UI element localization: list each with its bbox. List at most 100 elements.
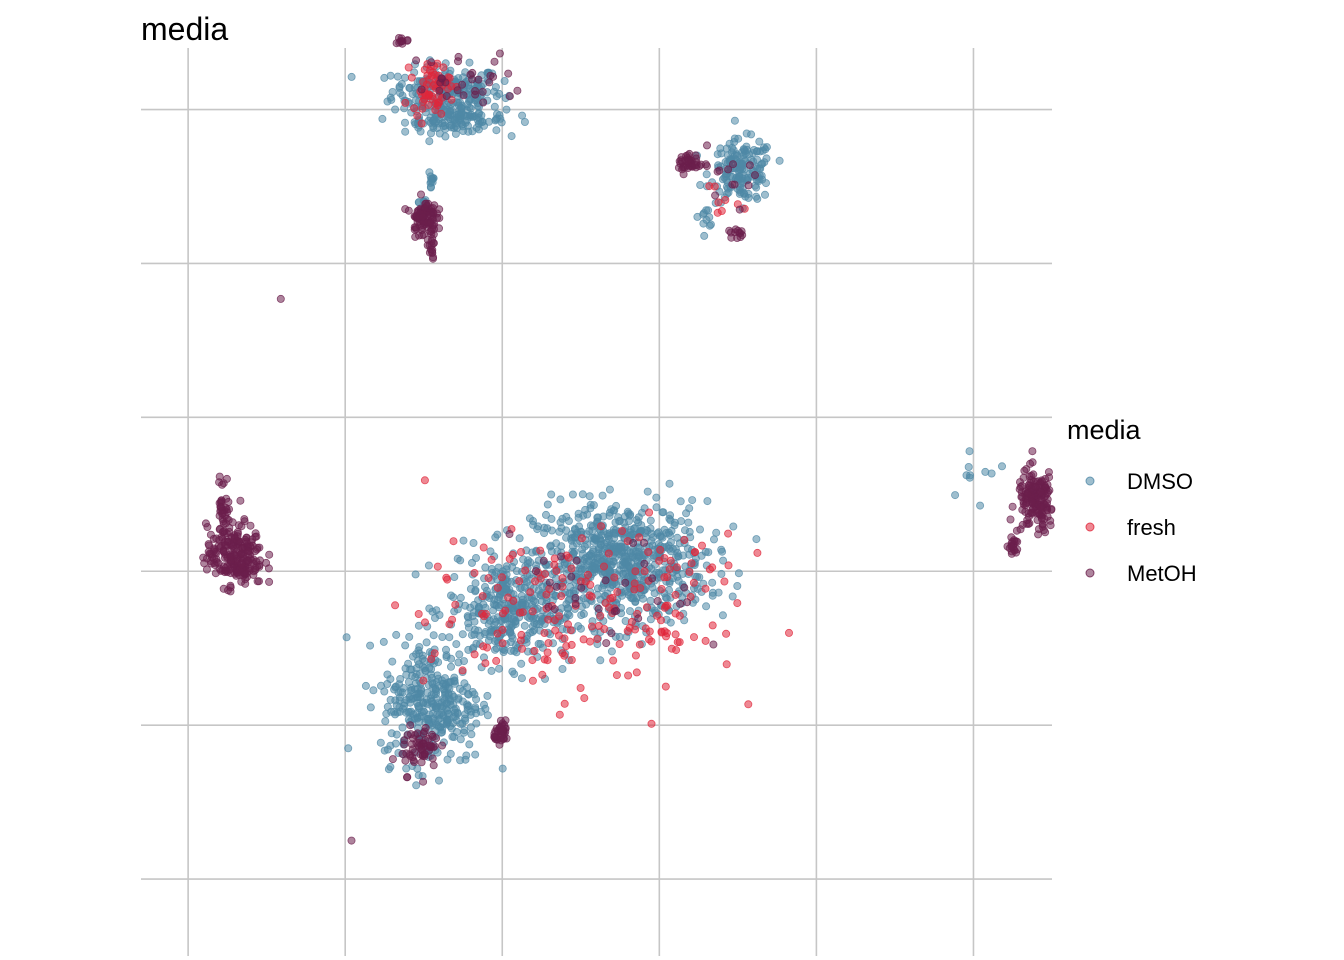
point-dmso	[615, 516, 624, 525]
point-dmso	[402, 696, 411, 705]
point-dmso	[585, 492, 594, 501]
point-dmso	[517, 583, 526, 592]
point-metoh	[262, 558, 271, 567]
point-dmso	[987, 469, 996, 478]
point-fresh	[526, 588, 535, 597]
point-metoh	[478, 87, 487, 96]
point-fresh	[442, 573, 451, 582]
point-metoh	[200, 559, 209, 568]
point-metoh	[735, 205, 744, 214]
point-metoh	[653, 597, 662, 606]
point-fresh	[636, 584, 645, 593]
point-fresh	[615, 640, 624, 649]
legend-key-metoh	[1085, 568, 1095, 578]
point-dmso	[760, 158, 769, 167]
point-fresh	[544, 615, 553, 624]
point-dmso	[425, 604, 434, 613]
point-dmso	[404, 678, 413, 687]
point-fresh	[567, 656, 576, 665]
point-fresh	[576, 684, 585, 693]
point-dmso	[693, 212, 702, 221]
point-dmso	[486, 627, 495, 636]
point-dmso	[400, 118, 409, 127]
point-metoh	[409, 756, 418, 765]
point-metoh	[402, 773, 411, 782]
point-dmso	[744, 173, 753, 182]
point-dmso	[417, 686, 426, 695]
point-dmso	[594, 543, 603, 552]
point-fresh	[419, 676, 428, 685]
point-dmso	[696, 180, 705, 189]
point-dmso	[682, 509, 691, 518]
point-fresh	[580, 694, 589, 703]
point-dmso	[461, 716, 470, 725]
point-dmso	[426, 183, 435, 192]
point-metoh	[736, 232, 745, 241]
point-metoh	[1028, 447, 1037, 456]
point-metoh	[1031, 482, 1040, 491]
point-dmso	[556, 518, 565, 527]
point-dmso	[547, 547, 556, 556]
point-dmso	[728, 172, 737, 181]
point-fresh	[586, 580, 595, 589]
point-dmso	[446, 662, 455, 671]
point-metoh	[406, 730, 415, 739]
point-dmso	[531, 614, 540, 623]
point-dmso	[450, 607, 459, 616]
point-metoh	[683, 598, 692, 607]
point-metoh	[726, 228, 735, 237]
point-dmso	[490, 645, 499, 654]
point-dmso	[405, 84, 414, 93]
point-metoh	[232, 568, 241, 577]
point-fresh	[481, 610, 490, 619]
point-fresh	[645, 508, 654, 517]
point-fresh	[536, 546, 545, 555]
point-dmso	[758, 175, 767, 184]
point-dmso	[583, 561, 592, 570]
point-metoh	[406, 721, 415, 730]
point-dmso	[472, 719, 481, 728]
point-dmso	[703, 497, 712, 506]
point-dmso	[965, 447, 974, 456]
point-dmso	[502, 105, 511, 114]
point-dmso	[430, 614, 439, 623]
point-metoh	[214, 541, 223, 550]
point-dmso	[577, 611, 586, 620]
point-fresh	[560, 651, 569, 660]
point-metoh	[428, 245, 437, 254]
point-fresh	[623, 627, 632, 636]
point-dmso	[665, 514, 674, 523]
point-dmso	[742, 142, 751, 151]
point-dmso	[696, 525, 705, 534]
point-fresh	[635, 533, 644, 542]
point-metoh	[237, 577, 246, 586]
point-fresh	[528, 656, 537, 665]
grid-lines	[141, 48, 1052, 956]
point-dmso	[401, 641, 410, 650]
point-fresh	[517, 548, 526, 557]
point-metoh	[458, 80, 467, 89]
point-dmso	[699, 209, 708, 218]
point-metoh	[745, 161, 754, 170]
point-metoh	[420, 203, 429, 212]
point-fresh	[655, 556, 664, 565]
point-dmso	[719, 556, 728, 565]
point-dmso	[454, 658, 463, 667]
point-metoh	[572, 556, 581, 565]
point-metoh	[676, 599, 685, 608]
point-fresh	[675, 638, 684, 647]
point-dmso	[755, 137, 764, 146]
point-dmso	[431, 704, 440, 713]
point-dmso	[467, 707, 476, 716]
point-metoh	[709, 640, 718, 649]
point-fresh	[630, 579, 639, 588]
point-fresh	[661, 601, 670, 610]
point-dmso	[437, 676, 446, 685]
point-fresh	[431, 106, 440, 115]
point-dmso	[369, 686, 378, 695]
point-dmso	[615, 544, 624, 553]
point-dmso	[962, 471, 971, 480]
point-dmso	[398, 723, 407, 732]
point-metoh	[429, 761, 438, 770]
point-fresh	[439, 63, 448, 72]
